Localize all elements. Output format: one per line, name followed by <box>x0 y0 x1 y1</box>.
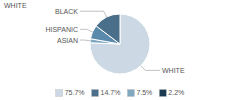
slice-label: WHITE <box>162 67 185 74</box>
legend-item: 2.2% <box>159 89 184 96</box>
slice <box>96 14 120 44</box>
legend-swatch <box>92 90 99 97</box>
slice-label: BLACK <box>55 8 78 15</box>
pie: WHITE ASIAN HISPANIC BLACK <box>45 8 184 74</box>
legend-item: 14.7% <box>92 89 121 96</box>
legend-swatch <box>56 90 63 97</box>
legend-swatch <box>159 90 166 97</box>
leader-line <box>80 40 90 42</box>
legend-item: 7.5% <box>127 89 152 96</box>
slice <box>90 14 150 74</box>
legend-label: 7.5% <box>136 89 152 96</box>
leader-line <box>80 29 93 32</box>
legend-swatch <box>127 90 134 97</box>
legend-label: 75.7% <box>65 89 85 96</box>
leader-line <box>141 66 160 71</box>
annotation: WHITE <box>4 2 27 9</box>
leader-line <box>80 11 107 17</box>
legend: 75.7% 14.7% 7.5% 2.2% <box>56 89 185 96</box>
legend-item: 75.7% <box>56 89 85 96</box>
chart: WHITE ASIAN HISPANIC BLACK WHITE 75.7% 14.7% 7.… <box>0 0 240 100</box>
legend-label: 14.7% <box>101 89 121 96</box>
slice-label: ASIAN <box>57 36 78 43</box>
legend-label: 2.2% <box>168 89 184 96</box>
slice-label: HISPANIC <box>45 26 78 33</box>
